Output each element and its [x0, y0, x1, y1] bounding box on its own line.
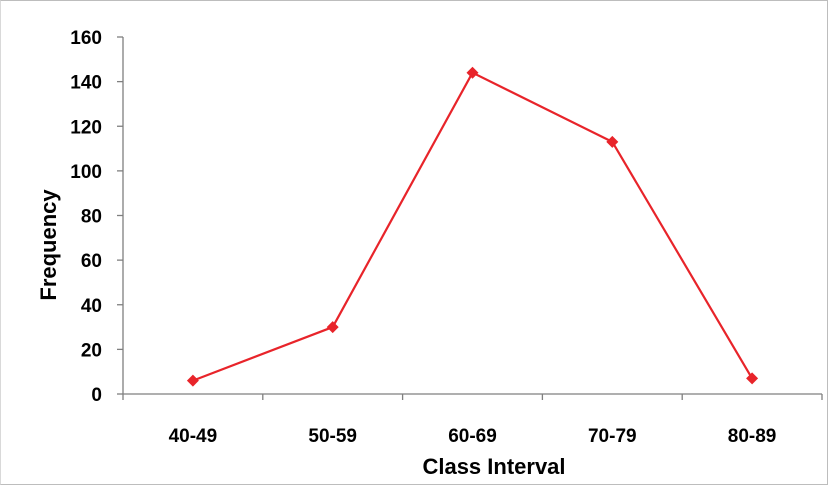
y-tick-label: 120: [70, 117, 102, 138]
x-tick-labels: 40-49 50-59 60-69 70-79 80-89: [169, 426, 777, 447]
y-tick-label: 160: [70, 28, 102, 49]
y-tick-label: 20: [81, 340, 102, 361]
data-point-marker: [746, 372, 759, 385]
y-tick-label: 80: [81, 207, 102, 228]
axes: [117, 36, 823, 400]
data-point-marker: [326, 321, 339, 334]
y-tick-label: 60: [81, 251, 102, 272]
x-tick-label: 50-59: [308, 426, 357, 447]
y-tick-label: 100: [70, 162, 102, 183]
x-tick-label: 40-49: [169, 426, 218, 447]
series-line: [192, 71, 754, 382]
y-tick-label: 40: [81, 296, 102, 317]
y-tick-label: 0: [91, 385, 102, 406]
series: [186, 66, 759, 387]
x-axis-title: Class Interval: [422, 454, 565, 479]
x-tick-label: 80-89: [728, 426, 777, 447]
data-point-marker: [466, 66, 479, 79]
y-tick-labels: 0 20 40 60 80 100 120 140 160: [70, 28, 102, 406]
data-point-marker: [186, 374, 199, 387]
data-point-marker: [606, 135, 619, 148]
y-axis-title: Frequency: [36, 189, 61, 301]
x-tick-label: 70-79: [588, 426, 637, 447]
x-tick-label: 60-69: [448, 426, 497, 447]
y-tick-label: 140: [70, 73, 102, 94]
